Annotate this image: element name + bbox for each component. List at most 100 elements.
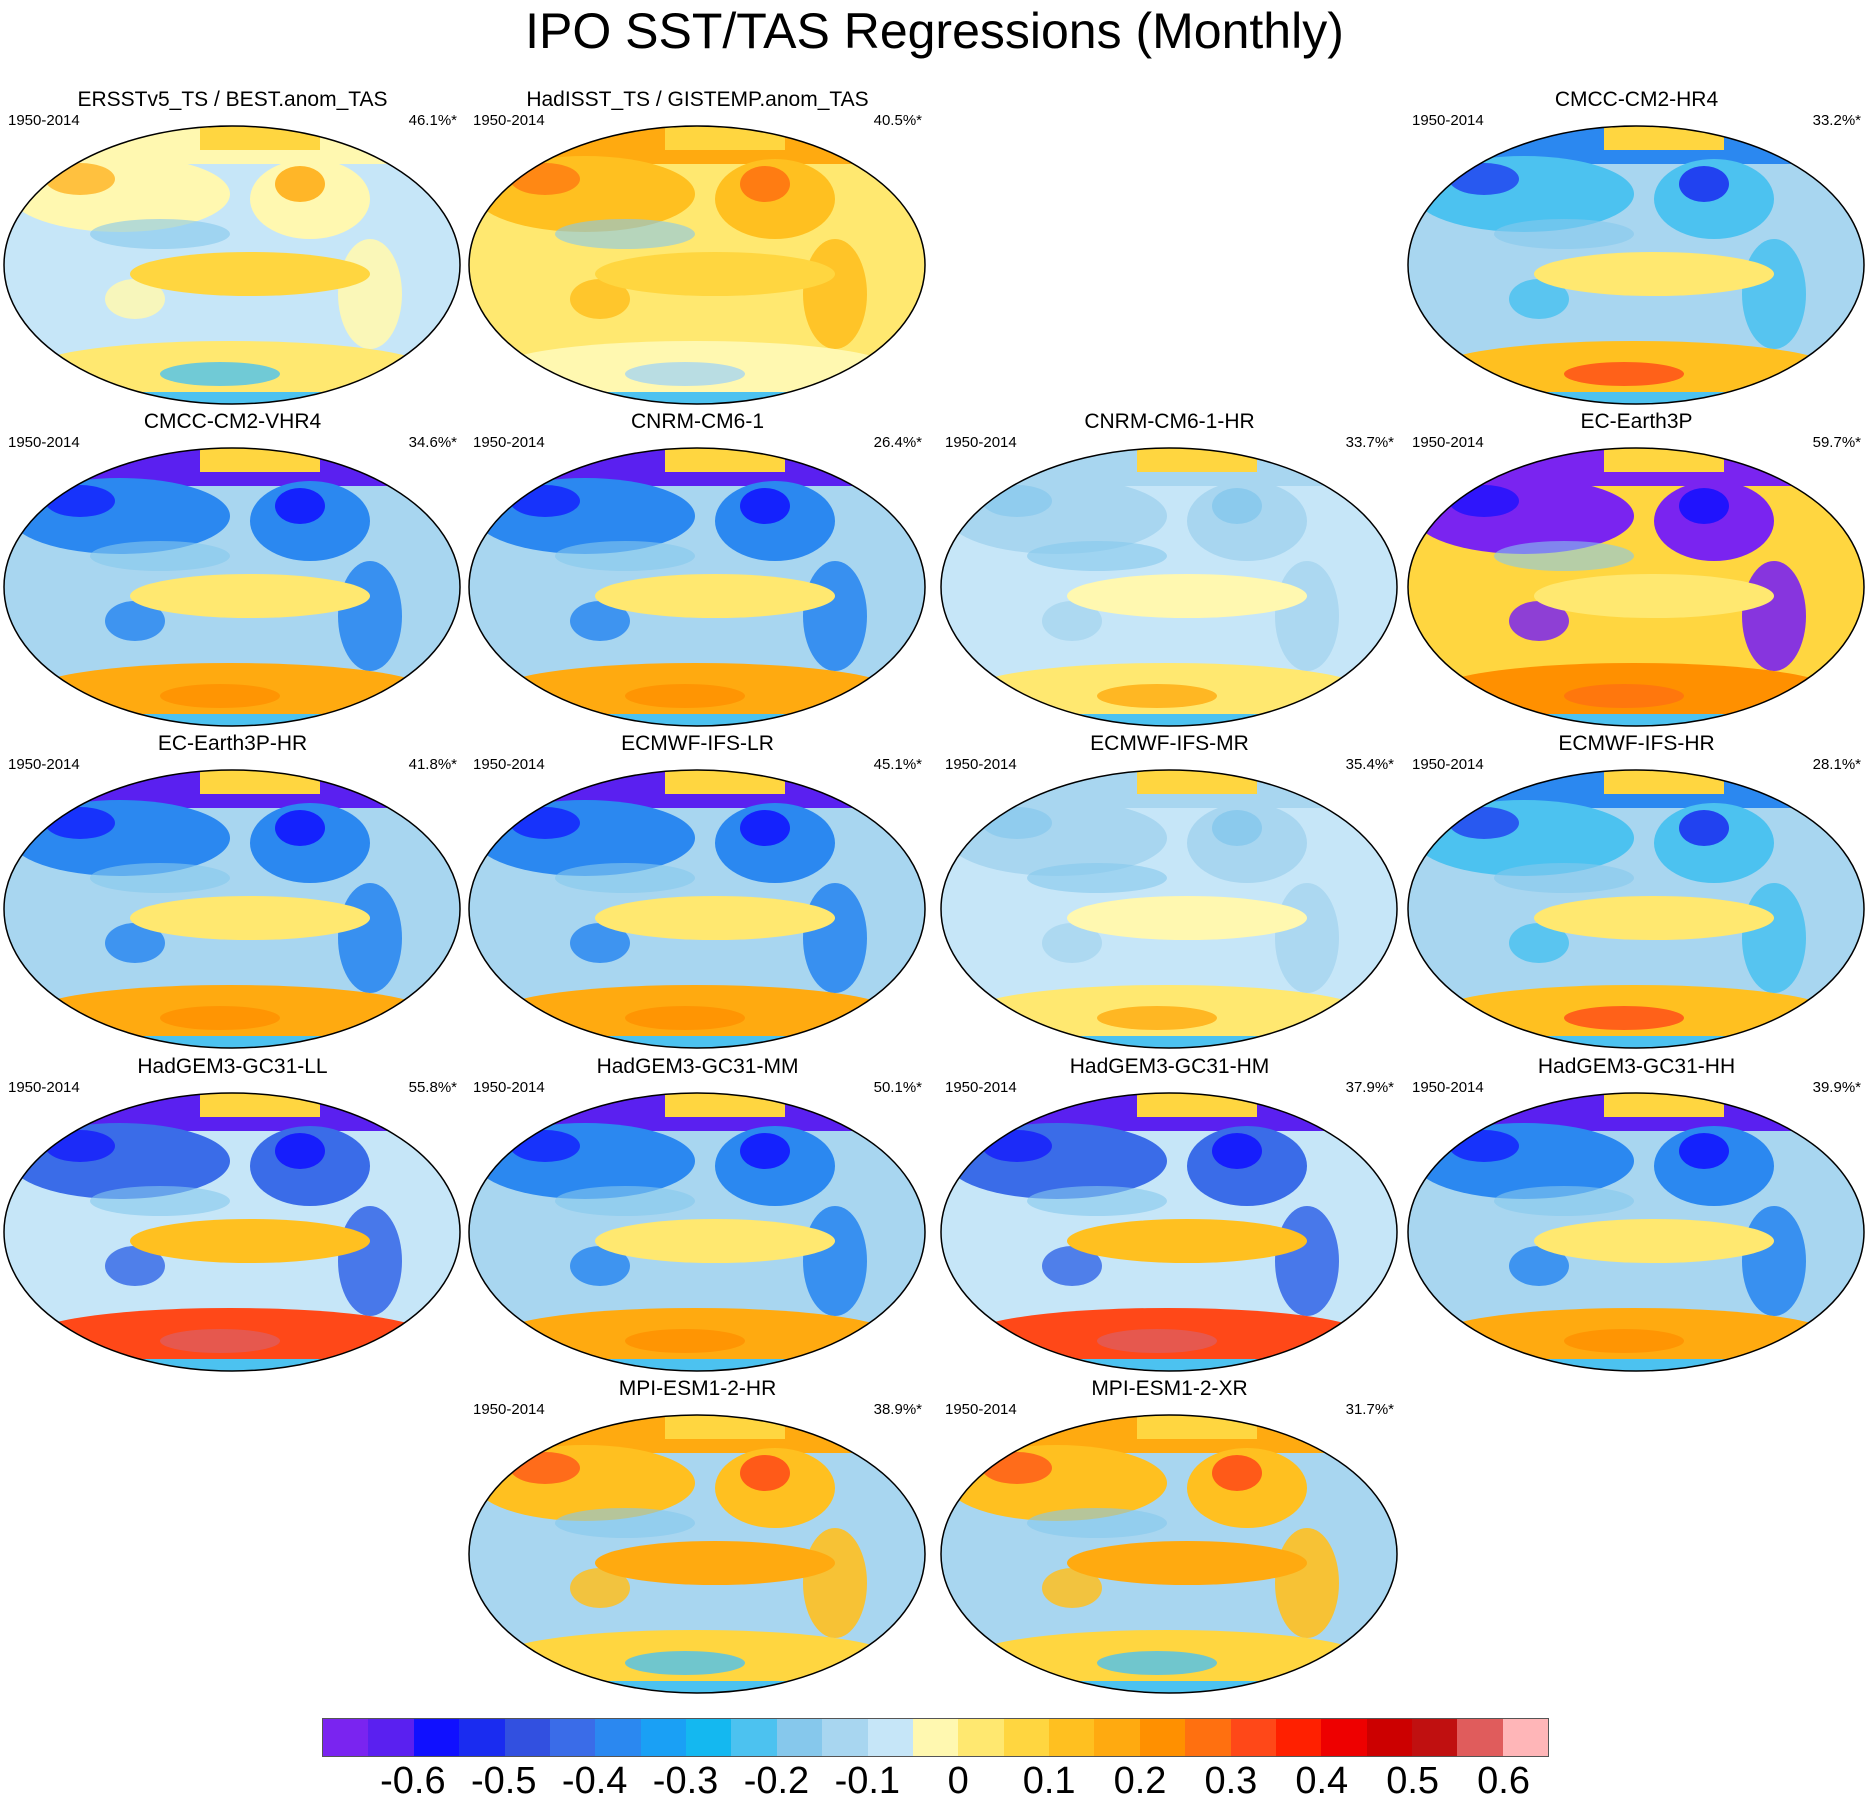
regression-map [940, 447, 1398, 727]
panel-years: 1950-2014 [473, 1401, 545, 1418]
panel-title: ECMWF-IFS-LR [621, 732, 774, 755]
map-panel: CMCC-CM2-VHR4 1950-2014 34.6%* [0, 410, 465, 728]
panel-years: 1950-2014 [473, 756, 545, 773]
panel-percent: 37.9%* [1345, 1079, 1394, 1096]
colorbar-swatch [686, 1719, 732, 1756]
map-panel: MPI-ESM1-2-XR 1950-2014 31.7%* [937, 1377, 1402, 1695]
colorbar-swatch [1366, 1719, 1412, 1756]
panel-title: MPI-ESM1-2-HR [618, 1377, 777, 1400]
panel-years: 1950-2014 [945, 434, 1017, 451]
regression-map [468, 769, 926, 1049]
panel-percent: 46.1%* [408, 112, 457, 129]
colorbar-swatch [504, 1719, 550, 1756]
map-panel: HadGEM3-GC31-LL 1950-2014 55.8%* [0, 1055, 465, 1373]
regression-map [1407, 447, 1865, 727]
colorbar-swatch [867, 1719, 913, 1756]
panel-years: 1950-2014 [473, 112, 545, 129]
panel-years: 1950-2014 [1412, 1079, 1484, 1096]
panel-years: 1950-2014 [8, 434, 80, 451]
regression-map [940, 1092, 1398, 1372]
panel-years: 1950-2014 [1412, 756, 1484, 773]
panel-years: 1950-2014 [8, 112, 80, 129]
regression-map [3, 769, 461, 1049]
colorbar [322, 1718, 1549, 1757]
panel-percent: 35.4%* [1345, 756, 1394, 773]
colorbar-tick-label: -0.2 [743, 1760, 810, 1802]
panel-title: HadGEM3-GC31-HM [1069, 1055, 1270, 1078]
regression-map [1407, 769, 1865, 1049]
panel-years: 1950-2014 [8, 756, 80, 773]
regression-map [468, 125, 926, 405]
colorbar-tick-label: 0.2 [1113, 1760, 1167, 1802]
regression-map [1407, 1092, 1865, 1372]
regression-map [940, 769, 1398, 1049]
colorbar-swatch [1502, 1719, 1549, 1756]
colorbar-tick-label: -0.1 [834, 1760, 901, 1802]
map-panel: ECMWF-IFS-LR 1950-2014 45.1%* [465, 732, 930, 1050]
colorbar-swatch [640, 1719, 686, 1756]
panel-title: ECMWF-IFS-MR [1090, 732, 1249, 755]
colorbar-swatch [549, 1719, 596, 1756]
colorbar-labels: -0.6 -0.5 -0.4 -0.3 -0.2 -0.1 0 0.1 0.2 0.3 0.4 0.5… [0, 1760, 1869, 1804]
colorbar-tick-label: 0.3 [1204, 1760, 1258, 1802]
panel-percent: 33.2%* [1812, 112, 1861, 129]
panel-years: 1950-2014 [945, 1401, 1017, 1418]
map-panel: CMCC-CM2-HR4 1950-2014 33.2%* [1404, 88, 1869, 406]
panel-percent: 38.9%* [873, 1401, 922, 1418]
panel-title: CMCC-CM2-HR4 [1554, 88, 1719, 111]
panel-title: HadGEM3-GC31-MM [596, 1055, 799, 1078]
panel-percent: 45.1%* [873, 756, 922, 773]
colorbar-swatch [731, 1719, 777, 1756]
colorbar-swatch [1003, 1719, 1049, 1756]
panel-percent: 55.8%* [408, 1079, 457, 1096]
colorbar-tick-label: -0.5 [471, 1760, 537, 1802]
panel-years: 1950-2014 [1412, 112, 1484, 129]
panel-years: 1950-2014 [945, 756, 1017, 773]
map-panel: ECMWF-IFS-MR 1950-2014 35.4%* [937, 732, 1402, 1050]
regression-map [3, 125, 461, 405]
map-panel: ERSSTv5_TS / BEST.anom_TAS 1950-2014 46.1%… [0, 88, 465, 406]
regression-map [468, 447, 926, 727]
panel-percent: 40.5%* [873, 112, 922, 129]
panel-title: CNRM-CM6-1 [631, 410, 764, 433]
colorbar-tick-label: 0.5 [1386, 1760, 1440, 1802]
colorbar-swatch [958, 1719, 1004, 1756]
map-panel: EC-Earth3P 1950-2014 59.7%* [1404, 410, 1869, 728]
colorbar-tick-label: 0 [947, 1760, 969, 1802]
colorbar-swatch [1139, 1719, 1186, 1756]
map-panel: HadISST_TS / GISTEMP.anom_TAS 1950-2014 40… [465, 88, 930, 406]
colorbar-swatch [776, 1719, 823, 1756]
panel-years: 1950-2014 [473, 434, 545, 451]
panel-title: EC-Earth3P [1580, 410, 1693, 433]
panel-percent: 31.7%* [1345, 1401, 1394, 1418]
panel-years: 1950-2014 [473, 1079, 545, 1096]
map-panel: EC-Earth3P-HR 1950-2014 41.8%* [0, 732, 465, 1050]
colorbar-tick-label: -0.6 [380, 1760, 446, 1802]
colorbar-swatch [1321, 1719, 1367, 1756]
colorbar-swatch [595, 1719, 641, 1756]
regression-map [940, 1414, 1398, 1694]
colorbar-swatch [1275, 1719, 1322, 1756]
panel-percent: 34.6%* [408, 434, 457, 451]
map-panel: CNRM-CM6-1 1950-2014 26.4%* [465, 410, 930, 728]
map-panel: HadGEM3-GC31-HH 1950-2014 39.9%* [1404, 1055, 1869, 1373]
map-panel: ECMWF-IFS-HR 1950-2014 28.1%* [1404, 732, 1869, 1050]
regression-map [3, 1092, 461, 1372]
map-panel: MPI-ESM1-2-HR 1950-2014 38.9%* [465, 1377, 930, 1695]
panel-percent: 26.4%* [873, 434, 922, 451]
panel-title: ERSSTv5_TS / BEST.anom_TAS [77, 88, 388, 111]
colorbar-swatch [413, 1719, 460, 1756]
panel-title: CNRM-CM6-1-HR [1084, 410, 1255, 433]
colorbar-swatch [1094, 1719, 1140, 1756]
colorbar-swatch [1185, 1719, 1231, 1756]
figure-title: IPO SST/TAS Regressions (Monthly) [525, 3, 1344, 59]
panel-title: HadGEM3-GC31-LL [137, 1055, 328, 1078]
colorbar-tick-label: 0.6 [1477, 1760, 1530, 1802]
panel-title: HadGEM3-GC31-HH [1537, 1055, 1736, 1078]
map-panel: HadGEM3-GC31-HM 1950-2014 37.9%* [937, 1055, 1402, 1373]
colorbar-swatch [1412, 1719, 1458, 1756]
colorbar-swatch [1230, 1719, 1276, 1756]
panel-percent: 59.7%* [1812, 434, 1861, 451]
panel-years: 1950-2014 [945, 1079, 1017, 1096]
panel-title: ECMWF-IFS-HR [1558, 732, 1715, 755]
